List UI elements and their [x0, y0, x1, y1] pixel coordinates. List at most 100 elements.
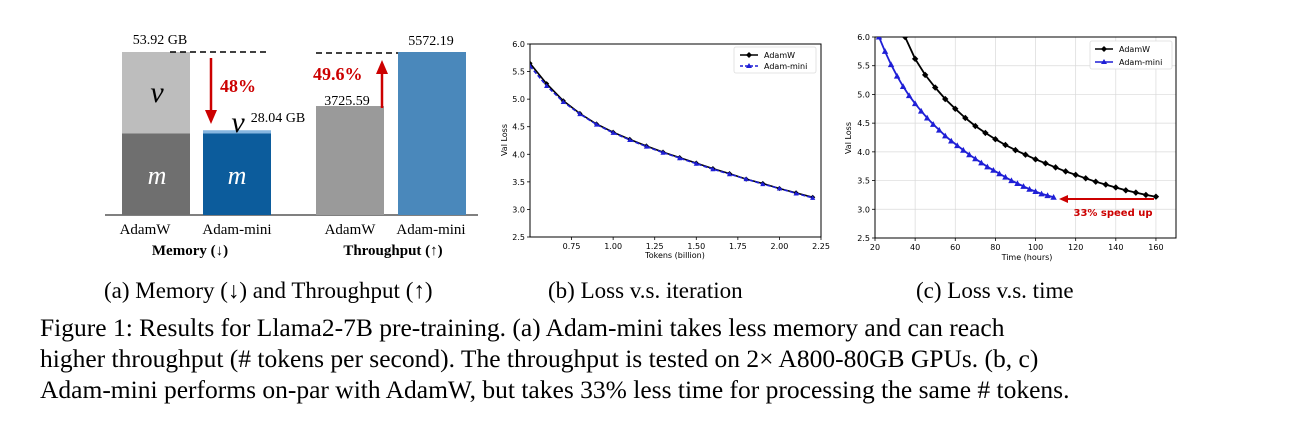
- data-point-adam-mini: [990, 167, 997, 173]
- data-point-adam-mini: [954, 142, 961, 149]
- data-point-adamw: [1122, 187, 1130, 194]
- y-tick-label: 5.0: [512, 95, 525, 104]
- data-point-adam-mini: [996, 170, 1003, 177]
- data-point-adam-mini: [978, 159, 985, 166]
- data-point-adamw: [1112, 184, 1119, 191]
- memory-total-label: 28.04 GB: [251, 111, 305, 126]
- legend-adamw-label: AdamW: [764, 51, 795, 60]
- subcaption-c: (c) Loss v.s. time: [916, 278, 1074, 303]
- y-tick-label: 6.0: [857, 33, 870, 42]
- x-axis-label: Time (hours): [1001, 253, 1053, 262]
- legend-adam-mini-marker: [746, 63, 752, 68]
- data-point-adamw: [932, 84, 939, 91]
- data-point-adamw: [1102, 181, 1109, 188]
- data-point-adam-mini: [1050, 194, 1057, 200]
- data-point-adamw: [1052, 164, 1059, 171]
- data-point-adamw: [1022, 151, 1029, 158]
- data-point-adam-mini: [1044, 192, 1051, 199]
- data-point-adam-mini: [929, 121, 937, 127]
- legend: AdamW Adam-mini: [1089, 40, 1173, 70]
- data-point-adam-mini: [984, 163, 991, 170]
- data-point-adamw: [982, 129, 989, 137]
- v-segment-label: v: [150, 76, 164, 109]
- data-point-adamw: [1072, 171, 1079, 179]
- legend-box: [733, 46, 817, 74]
- throughput-group-label: Throughput (↑): [343, 243, 442, 259]
- throughput-value-label: 5572.19: [408, 34, 454, 49]
- data-point-adamw: [1002, 141, 1009, 149]
- data-point-adamw: [992, 136, 999, 143]
- plot-frame: [874, 36, 1177, 239]
- data-point-adam-mini: [923, 114, 931, 121]
- memory-reduction-label: 48%: [220, 76, 256, 96]
- memory-category-label: Adam-mini: [202, 222, 271, 238]
- data-point-adamw: [530, 60, 533, 66]
- memory-bar-segment-m: [203, 133, 271, 215]
- data-point-adam-mini: [1014, 180, 1021, 187]
- data-point-adam-mini: [1008, 177, 1015, 184]
- data-point-adam-mini: [793, 190, 799, 196]
- x-tick-label: 120: [1068, 243, 1083, 252]
- y-tick-label: 4.5: [857, 119, 870, 128]
- throughput-increase-arrowhead: [376, 60, 388, 74]
- caption-line: Adam-mini performs on-par with AdamW, bu…: [40, 375, 1070, 404]
- data-point-adam-mini: [776, 185, 783, 191]
- data-point-adam-mini: [1032, 188, 1039, 195]
- x-tick-label: 80: [990, 243, 1000, 252]
- data-point-adam-mini: [693, 161, 699, 166]
- y-tick-label: 5.0: [857, 90, 870, 99]
- data-point-adam-mini: [710, 166, 716, 172]
- data-point-adam-mini: [942, 132, 949, 139]
- memory-bar-segment-m: [122, 133, 190, 215]
- data-point-adam-mini: [743, 176, 749, 182]
- data-point-adam-mini: [936, 126, 943, 133]
- data-point-adamw: [962, 114, 969, 122]
- data-point-adam-mini: [593, 121, 600, 127]
- data-point-adamw: [1132, 189, 1140, 196]
- x-tick-label: 1.50: [687, 242, 705, 251]
- data-point-adam-mini: [960, 146, 967, 153]
- data-point-adam-mini: [810, 195, 816, 200]
- throughput-value-label: 3725.59: [324, 94, 370, 109]
- y-axis-label: Val Loss: [844, 122, 853, 154]
- data-point-adam-mini: [577, 111, 583, 117]
- caption-line: Figure 1: Results for Llama2-7B pre-trai…: [40, 313, 1005, 342]
- data-point-adamw: [942, 95, 949, 103]
- x-tick-label: 0.75: [563, 242, 581, 251]
- y-tick-label: 3.0: [512, 205, 525, 214]
- x-tick-label: 1.00: [604, 242, 622, 251]
- speedup-arrowhead: [1059, 195, 1068, 203]
- memory-category-label: AdamW: [120, 222, 172, 238]
- data-point-adamw: [1042, 160, 1049, 167]
- memory-total-label: 53.92 GB: [133, 33, 187, 48]
- data-point-adamw: [972, 122, 979, 130]
- data-point-adam-mini: [544, 83, 550, 88]
- data-point-adam-mini: [726, 171, 733, 177]
- data-point-adam-mini: [966, 151, 973, 158]
- caption-line: higher throughput (# tokens per second).…: [40, 344, 1039, 373]
- throughput-increase-label: 49.6%: [313, 64, 363, 84]
- legend-adamw-marker: [1101, 46, 1107, 52]
- loss-vs-time-panel: 20 40 60 80 100 120 140 160 2.5 3.0 3.5 4.0 4.5 5.0 5.…: [844, 33, 1177, 262]
- data-point-adam-mini: [887, 61, 895, 68]
- data-point-adam-mini: [911, 100, 919, 107]
- data-point-adam-mini: [610, 130, 616, 135]
- data-point-adamw: [911, 55, 919, 63]
- throughput-category-label: Adam-mini: [396, 222, 465, 238]
- data-point-adam-mini: [948, 137, 955, 144]
- legend-adamw-label: AdamW: [1119, 45, 1150, 54]
- data-point-adamw: [1032, 156, 1039, 163]
- legend: AdamW Adam-mini: [733, 46, 817, 74]
- data-point-adam-mini: [917, 107, 925, 114]
- throughput-bar: [398, 52, 466, 215]
- throughput-bar: [316, 106, 384, 215]
- x-tick-label: 1.75: [729, 242, 747, 251]
- y-tick-label: 5.5: [857, 62, 870, 71]
- data-point-adam-mini: [1002, 173, 1009, 180]
- data-point-adam-mini: [560, 99, 566, 104]
- x-tick-label: 2.00: [771, 242, 789, 251]
- y-tick-label: 2.5: [857, 234, 870, 243]
- y-tick-label: 3.0: [857, 205, 870, 214]
- legend-adam-mini-label: Adam-mini: [764, 62, 807, 71]
- y-tick-label: 3.5: [857, 177, 870, 186]
